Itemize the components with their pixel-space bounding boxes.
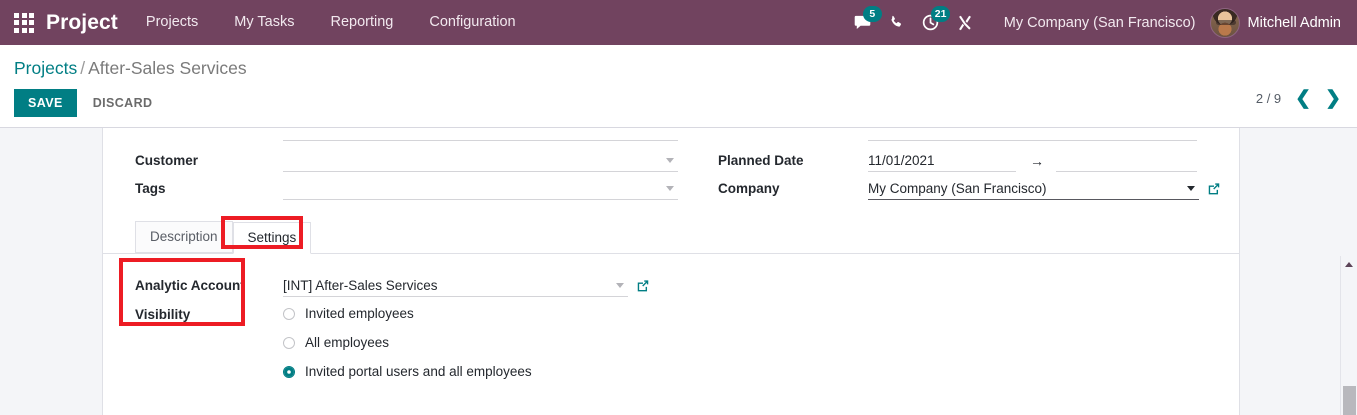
- top-navbar: Project Projects My Tasks Reporting Conf…: [0, 0, 1357, 45]
- activities-button[interactable]: 21: [914, 0, 951, 45]
- cutoff-row-right: [718, 128, 1221, 141]
- pager-previous-icon[interactable]: ❮: [1295, 88, 1312, 109]
- nav-item-my-tasks[interactable]: My Tasks: [234, 14, 295, 30]
- settings-tab-page: Analytic Account [INT] After-Sales Servi…: [103, 254, 1239, 386]
- radio-invited-employees-label: Invited employees: [305, 306, 414, 321]
- record-pager: 2 / 9 ❮ ❯: [1256, 89, 1341, 108]
- radio-circle-selected-icon: [283, 365, 295, 378]
- breadcrumb-current-record: After-Sales Services: [88, 58, 247, 78]
- date-range-arrow-icon: →: [1030, 152, 1044, 169]
- save-button[interactable]: SAVE: [14, 89, 77, 117]
- scrollbar-thumb[interactable]: [1343, 386, 1356, 415]
- control-panel: Projects / After-Sales Services SAVE DISCA…: [0, 45, 1357, 128]
- customer-input[interactable]: [283, 150, 678, 172]
- field-row-tags: Tags: [135, 175, 678, 202]
- form-sheet: Customer Tags: [102, 128, 1240, 415]
- nav-item-reporting[interactable]: Reporting: [330, 14, 394, 30]
- breadcrumb-projects-link[interactable]: Projects: [14, 58, 78, 78]
- form-content-area: Customer Tags: [0, 128, 1357, 415]
- company-label: Company: [718, 181, 780, 196]
- radio-circle-icon: [283, 336, 295, 349]
- radio-circle-icon: [283, 307, 295, 320]
- apps-menu-icon[interactable]: [6, 0, 42, 45]
- user-name-label: Mitchell Admin: [1247, 14, 1341, 31]
- chevron-down-icon[interactable]: [666, 185, 674, 191]
- chevron-down-icon[interactable]: [1187, 185, 1195, 191]
- phone-icon: [891, 15, 902, 27]
- form-group-cutoff: [103, 128, 1239, 142]
- messages-badge: 5: [862, 6, 882, 22]
- radio-invited-employees[interactable]: Invited employees: [283, 299, 1221, 328]
- notebook: Description Settings Analytic Account [I…: [103, 221, 1239, 386]
- phone-button[interactable]: [880, 0, 914, 45]
- radio-all-employees-label: All employees: [305, 335, 390, 350]
- radio-all-employees[interactable]: All employees: [283, 328, 1221, 357]
- form-column-left: Customer Tags: [135, 147, 678, 203]
- company-external-link-icon[interactable]: [1207, 182, 1221, 196]
- breadcrumb: Projects / After-Sales Services: [14, 55, 1343, 81]
- tab-settings[interactable]: Settings: [232, 222, 312, 254]
- cutoff-col-left: [135, 128, 678, 142]
- nav-item-projects[interactable]: Projects: [145, 14, 199, 30]
- analytic-account-external-link-icon[interactable]: [636, 279, 650, 293]
- wrench-icon: [958, 15, 971, 30]
- notebook-tab-bar: Description Settings: [103, 221, 1239, 254]
- apps-grid-icon: [14, 12, 34, 33]
- planned-date-label: Planned Date: [718, 153, 804, 168]
- discard-button[interactable]: DISCARD: [83, 89, 163, 117]
- radio-invited-portal-users[interactable]: Invited portal users and all employees: [283, 357, 1221, 386]
- tags-input[interactable]: [283, 178, 678, 200]
- chevron-down-icon[interactable]: [616, 282, 624, 288]
- active-company-selector[interactable]: My Company (San Francisco): [1003, 14, 1196, 31]
- pager-next-icon[interactable]: ❯: [1325, 88, 1341, 109]
- visibility-label: Visibility: [135, 307, 191, 322]
- navbar-systray: 5 21 My Compa: [846, 0, 1349, 45]
- cutoff-col-right: [678, 128, 1221, 142]
- cutoff-row-left: [135, 128, 678, 141]
- tab-description[interactable]: Description: [135, 221, 233, 253]
- tags-label: Tags: [135, 181, 166, 196]
- company-input[interactable]: My Company (San Francisco): [868, 178, 1199, 200]
- customer-label: Customer: [135, 153, 199, 168]
- field-row-visibility: Visibility Invited employees All employe…: [135, 299, 1221, 386]
- external-link-icon: [637, 279, 649, 291]
- form-group-main: Customer Tags: [103, 147, 1239, 203]
- external-link-icon: [1208, 182, 1220, 194]
- visibility-radio-group: Invited employees All employees Invited …: [283, 299, 1221, 386]
- scroll-up-arrow-icon[interactable]: [1341, 256, 1357, 272]
- tools-button[interactable]: [948, 0, 982, 45]
- user-avatar: [1209, 7, 1240, 38]
- pager-counter[interactable]: 2 / 9: [1255, 91, 1282, 106]
- field-row-customer: Customer: [135, 147, 678, 174]
- analytic-account-label: Analytic Account: [135, 278, 245, 293]
- planned-date-start-value: 11/01/2021: [868, 152, 935, 168]
- planned-date-end-input[interactable]: [1056, 150, 1197, 172]
- record-action-buttons: SAVE DISCARD: [14, 89, 1343, 117]
- company-value: My Company (San Francisco): [868, 180, 1047, 196]
- analytic-account-value: [INT] After-Sales Services: [283, 277, 438, 293]
- activities-badge: 21: [930, 6, 951, 22]
- user-menu[interactable]: Mitchell Admin: [1209, 7, 1349, 38]
- planned-date-start-input[interactable]: 11/01/2021: [868, 150, 1016, 172]
- form-column-right: Planned Date 11/01/2021 →: [678, 147, 1221, 203]
- app-brand-project[interactable]: Project: [46, 10, 118, 34]
- field-row-planned-date: Planned Date 11/01/2021 →: [718, 147, 1221, 174]
- planned-date-range: 11/01/2021 →: [868, 150, 1221, 172]
- vertical-scrollbar[interactable]: [1340, 256, 1357, 415]
- breadcrumb-separator: /: [80, 58, 86, 78]
- cutoff-input-right: [868, 129, 1197, 141]
- chevron-down-icon[interactable]: [666, 157, 674, 163]
- cutoff-input-left: [283, 129, 678, 141]
- field-row-company: Company My Company (San Francisco): [718, 175, 1221, 202]
- field-row-analytic-account: Analytic Account [INT] After-Sales Servi…: [135, 272, 1221, 299]
- analytic-account-input[interactable]: [INT] After-Sales Services: [283, 275, 628, 297]
- nav-item-configuration[interactable]: Configuration: [429, 14, 516, 30]
- radio-invited-portal-users-label: Invited portal users and all employees: [305, 364, 532, 379]
- messages-button[interactable]: 5: [846, 0, 882, 45]
